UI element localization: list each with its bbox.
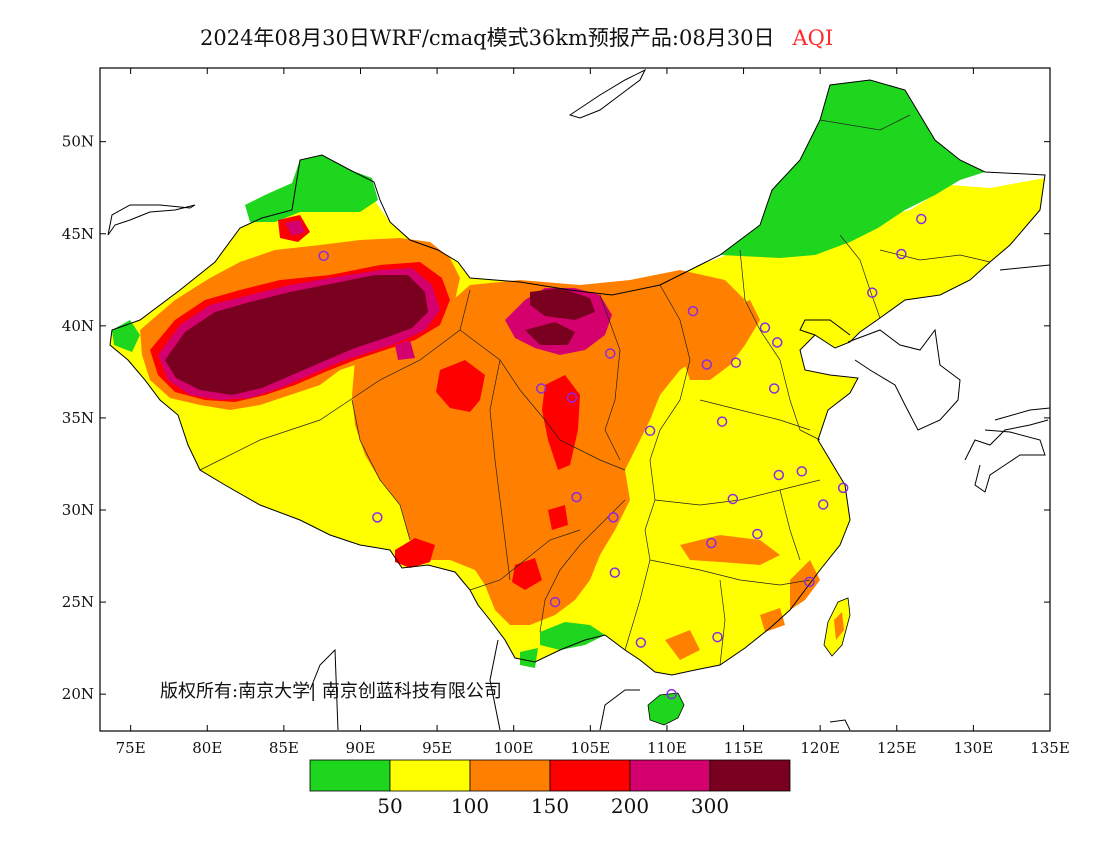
station-marker xyxy=(644,425,656,437)
lon-tick-label: 85E xyxy=(269,739,299,757)
station-marker xyxy=(837,482,849,494)
legend-label: 200 xyxy=(611,794,649,818)
china-outline xyxy=(109,79,1046,676)
station-marker xyxy=(817,499,829,510)
aqi-zone-sensitive-north xyxy=(680,300,760,380)
station-marker xyxy=(804,576,815,588)
legend-swatch xyxy=(309,759,391,792)
lon-tick-label: 110E xyxy=(647,739,687,757)
station-marker xyxy=(773,469,785,481)
station-marker xyxy=(730,357,742,368)
aqi-zone-good-northeast xyxy=(720,80,985,258)
legend-swatch xyxy=(629,759,711,792)
station-marker xyxy=(916,213,927,225)
lon-tick-label: 120E xyxy=(800,739,840,757)
legend-swatch xyxy=(469,759,551,792)
aqi-zone-unhealthy-qinghai xyxy=(436,360,485,412)
latitude-axis: 50N 45N 40N 35N 30N 25N 20N xyxy=(62,133,1050,703)
legend-label: 300 xyxy=(691,794,729,818)
legend-label: 150 xyxy=(531,794,569,818)
lon-tick-label: 130E xyxy=(954,739,994,757)
lon-tick-label: 100E xyxy=(494,739,534,757)
station-marker xyxy=(752,528,763,540)
aqi-zone-sensitive-guangdong xyxy=(760,608,785,632)
aqi-zone-sensitive-fujian xyxy=(790,560,820,610)
lon-tick-label: 125E xyxy=(877,739,917,757)
station-marker xyxy=(549,596,561,608)
legend-label: 100 xyxy=(451,794,489,818)
legend-swatch xyxy=(709,759,791,792)
station-marker xyxy=(716,416,728,427)
station-marker xyxy=(701,359,713,370)
legend-label: 50 xyxy=(377,794,402,818)
legend-swatch xyxy=(389,759,471,792)
aqi-zone-very-unhealthy-xj xyxy=(285,220,305,236)
station-marker xyxy=(609,567,621,578)
aqi-zone-unhealthy-gansu xyxy=(542,375,580,470)
legend-swatch xyxy=(549,759,631,792)
station-marker xyxy=(727,493,739,505)
lon-tick-label: 80E xyxy=(192,739,222,757)
aqi-zone-hazardous-tarim xyxy=(165,275,428,395)
map-area: 版权所有:南京大学| 南京创蓝科技有限公司 xyxy=(100,68,1050,731)
lon-tick-label: 75E xyxy=(116,739,146,757)
station-marker xyxy=(712,631,723,643)
aqi-zone-very-unhealthy-qh xyxy=(395,340,415,360)
copyright-text: 版权所有:南京大学| 南京创蓝科技有限公司 xyxy=(160,681,502,702)
station-marker xyxy=(896,248,907,260)
lat-tick-label: 30N xyxy=(62,501,94,519)
lat-tick-label: 45N xyxy=(62,225,94,243)
aqi-zone-hazardous-alxa2 xyxy=(525,322,575,345)
aqi-zone-unhealthy-sichuan xyxy=(548,505,568,530)
coastlines xyxy=(107,68,1050,731)
aqi-zone-unhealthy-yunnan xyxy=(512,558,542,590)
station-marker xyxy=(536,383,547,394)
lat-tick-label: 35N xyxy=(62,409,94,427)
lon-tick-label: 95E xyxy=(422,739,452,757)
longitude-axis: 75E 80E 85E 90E 95E 100E 105E 110E 115E 120E 125E 1… xyxy=(116,68,1070,757)
province-borders xyxy=(199,114,991,666)
lat-tick-label: 40N xyxy=(62,317,94,335)
lon-tick-label: 135E xyxy=(1030,739,1070,757)
station-marker xyxy=(318,250,329,262)
station-marker xyxy=(666,688,677,700)
aqi-zone-good-south2 xyxy=(520,648,538,668)
aqi-zone-sensitive-central xyxy=(352,270,745,625)
station-marker xyxy=(796,466,808,477)
aqi-zone-unhealthy-tibet xyxy=(395,538,435,568)
lon-tick-label: 90E xyxy=(345,739,375,757)
station-marker xyxy=(687,305,699,317)
aqi-zone-good-northwest xyxy=(245,155,378,222)
title-main: 2024年08月30日WRF/cmaq模式36km预报产品:08月30日 xyxy=(200,26,775,50)
station-marker xyxy=(759,322,771,333)
aqi-zone-sensitive-guangxi xyxy=(665,630,700,660)
lon-tick-label: 105E xyxy=(571,739,611,757)
map-frame xyxy=(99,67,1051,732)
station-marker xyxy=(706,537,717,549)
lat-tick-label: 25N xyxy=(62,593,94,611)
aqi-zone-sensitive-hunan xyxy=(680,535,780,565)
station-marker xyxy=(772,337,783,348)
station-marker xyxy=(867,287,878,298)
title-variable: AQI xyxy=(792,26,834,50)
station-marker xyxy=(604,348,616,359)
lat-tick-label: 20N xyxy=(62,685,94,703)
station-marker xyxy=(768,383,780,394)
hainan-island xyxy=(647,692,685,726)
station-marker xyxy=(635,637,647,648)
lat-tick-label: 50N xyxy=(62,133,94,151)
aqi-zone-hazardous-alxa xyxy=(530,288,595,320)
station-marker xyxy=(566,392,578,403)
station-marker xyxy=(372,512,383,523)
station-markers xyxy=(318,213,927,700)
aqi-zone-good-south xyxy=(540,622,605,650)
station-marker xyxy=(571,491,582,503)
station-marker xyxy=(608,512,619,523)
aqi-legend: 50 100 150 200 300 xyxy=(309,759,791,818)
page-title: 2024年08月30日WRF/cmaq模式36km预报产品:08月30日 AQI xyxy=(200,22,833,52)
lon-tick-label: 115E xyxy=(724,739,764,757)
taiwan-orange xyxy=(834,612,844,640)
